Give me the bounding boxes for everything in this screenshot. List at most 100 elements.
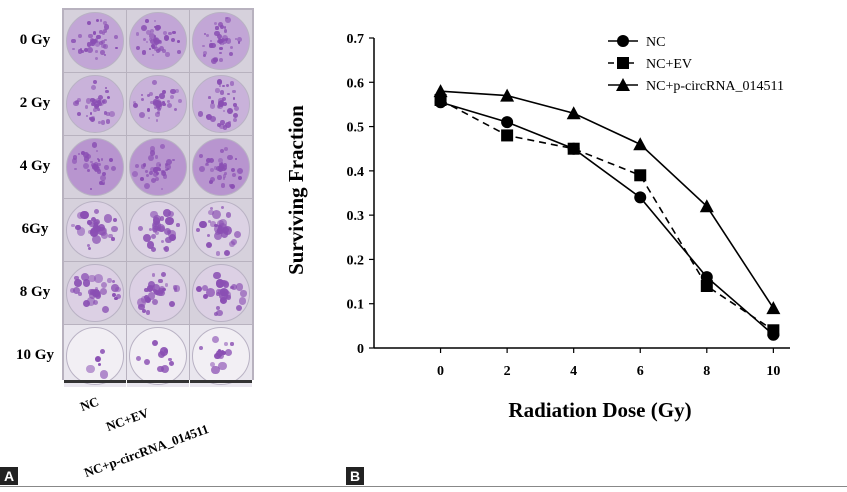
- y-tick-label: 0.3: [347, 209, 365, 224]
- colony: [71, 158, 78, 164]
- colony: [163, 31, 167, 35]
- colony: [77, 152, 80, 155]
- colony: [80, 273, 90, 282]
- colony: [213, 166, 218, 170]
- colony: [207, 220, 211, 224]
- colony: [195, 286, 202, 293]
- colony: [218, 163, 224, 169]
- colony: [97, 101, 103, 107]
- colony: [152, 172, 158, 178]
- colony: [229, 45, 234, 50]
- colony: [176, 49, 181, 54]
- dish-tile: [190, 136, 252, 198]
- colony: [93, 40, 97, 44]
- colony: [159, 144, 165, 149]
- x-tick-label: 8: [703, 364, 710, 379]
- colony: [223, 29, 228, 33]
- colony: [215, 288, 222, 295]
- colony: [149, 150, 155, 156]
- y-tick-label: 0.2: [347, 253, 365, 268]
- colony: [217, 123, 222, 128]
- colony: [154, 222, 159, 228]
- colony: [149, 91, 154, 96]
- colony: [153, 19, 157, 22]
- colony: [199, 166, 205, 173]
- colony: [202, 293, 209, 299]
- colony: [150, 38, 155, 44]
- dose-row-label: 6Gy: [21, 221, 49, 237]
- colony: [151, 246, 157, 253]
- y-tick-label: 0.7: [347, 32, 365, 47]
- colony: [100, 157, 104, 161]
- colony: [82, 279, 90, 287]
- colony: [240, 290, 247, 297]
- colony: [222, 162, 227, 168]
- colony: [82, 299, 90, 307]
- colony: [96, 226, 101, 231]
- colony: [89, 112, 93, 115]
- colony: [225, 348, 233, 356]
- colony: [147, 280, 155, 288]
- colony: [87, 220, 92, 225]
- colony: [163, 227, 172, 236]
- colony: [104, 86, 108, 90]
- colony: [148, 292, 156, 300]
- column-underline: [64, 380, 126, 383]
- colony: [218, 167, 224, 173]
- colony: [94, 355, 102, 363]
- colony: [213, 57, 218, 62]
- colony: [101, 281, 108, 288]
- colony: [230, 285, 235, 290]
- colony: [205, 115, 209, 118]
- colony: [160, 272, 166, 277]
- colony: [138, 112, 145, 119]
- colony: [220, 183, 226, 188]
- colony: [214, 30, 220, 37]
- colony-dish: [66, 264, 124, 322]
- colony: [87, 20, 92, 25]
- x-tick-label: 2: [504, 364, 511, 379]
- colony: [149, 146, 156, 152]
- y-tick-label: 0.6: [347, 76, 365, 91]
- colony: [172, 30, 176, 35]
- colony: [86, 365, 95, 374]
- colony: [208, 209, 214, 216]
- colony-dish: [66, 75, 124, 133]
- colony: [168, 360, 174, 366]
- colony: [87, 246, 92, 251]
- colony: [157, 48, 162, 53]
- colony: [216, 279, 225, 288]
- legend-marker: [616, 78, 630, 91]
- colony: [108, 233, 113, 239]
- colony: [81, 150, 85, 155]
- dish-tile: [127, 325, 189, 387]
- colony: [93, 108, 97, 112]
- colony: [210, 42, 216, 49]
- colony: [221, 351, 226, 356]
- dish-tile: [127, 136, 189, 198]
- colony: [140, 94, 143, 97]
- colony: [71, 223, 75, 228]
- colony: [89, 187, 93, 191]
- data-point: [699, 199, 714, 213]
- colony: [215, 251, 221, 256]
- colony: [96, 108, 100, 112]
- colony: [132, 171, 139, 178]
- colony: [223, 26, 227, 30]
- colony: [225, 38, 232, 44]
- colony: [92, 299, 99, 306]
- colony: [158, 163, 162, 167]
- colony: [104, 164, 109, 170]
- colony: [78, 292, 83, 297]
- data-point: [500, 88, 515, 102]
- colony: [204, 33, 207, 36]
- colony: [132, 101, 136, 105]
- colony: [202, 53, 207, 57]
- colony: [222, 109, 225, 113]
- colony: [91, 84, 97, 90]
- colony: [155, 112, 160, 117]
- colony: [234, 37, 237, 40]
- colony: [140, 98, 144, 102]
- colony: [150, 100, 155, 105]
- colony: [135, 355, 142, 362]
